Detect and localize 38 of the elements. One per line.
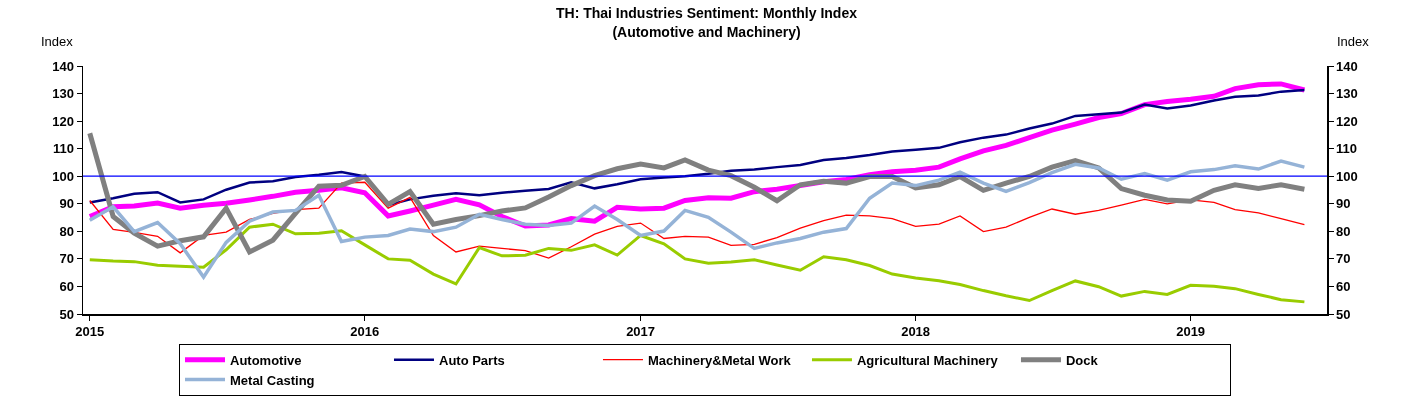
- legend-label: Agricultural Machinery: [856, 352, 999, 368]
- y2-tick-label: 110: [1336, 141, 1358, 157]
- y2-tick-label: 60: [1336, 278, 1351, 294]
- y-tick-label: 130: [52, 86, 74, 102]
- y2-tick-label: 90: [1336, 196, 1351, 212]
- y-tick-label: 100: [52, 168, 74, 184]
- chart-title: TH: Thai Industries Sentiment: Monthly Index (Automotive and Machinery): [555, 5, 858, 40]
- legend-label: Auto Parts: [438, 352, 505, 368]
- x-tick-label: 2017: [626, 324, 656, 340]
- y-tick-label: 110: [52, 141, 74, 157]
- y2-tick-label: 100: [1336, 168, 1358, 184]
- y-tick-label: 90: [59, 196, 74, 212]
- legend-label: Machinery&Metal Work: [647, 352, 792, 368]
- legend-label: Dock: [1065, 352, 1099, 368]
- line-series: [89, 181, 1306, 259]
- y2-tick-label: 130: [1336, 86, 1358, 102]
- legend-label: Automotive: [230, 352, 302, 368]
- y-tick-label: 120: [52, 113, 74, 129]
- y2-tick-label: 80: [1336, 223, 1351, 239]
- line-series: [88, 222, 1306, 304]
- line-series: [88, 88, 1306, 207]
- y-tick-label: 50: [59, 306, 74, 322]
- y2-tick-label: 120: [1336, 113, 1358, 129]
- legend-label: Metal Casting: [230, 372, 315, 388]
- y-tick-label: 80: [59, 223, 74, 239]
- y-tick-label: 140: [52, 58, 74, 74]
- line-series: [88, 159, 1307, 279]
- y-axis-title: Index: [41, 34, 74, 49]
- y2-tick-label: 140: [1336, 58, 1358, 74]
- x-tick-label: 2018: [901, 324, 931, 340]
- y-tick-label: 60: [59, 278, 74, 294]
- y-tick-label: 70: [59, 251, 74, 267]
- y2-axis-title: Index: [1337, 34, 1370, 49]
- y2-tick-label: 50: [1336, 306, 1351, 322]
- y2-tick-label: 70: [1336, 251, 1351, 267]
- x-tick-label: 2019: [1176, 324, 1206, 340]
- x-tick-label: 2016: [350, 324, 380, 340]
- x-tick-label: 2015: [75, 324, 105, 340]
